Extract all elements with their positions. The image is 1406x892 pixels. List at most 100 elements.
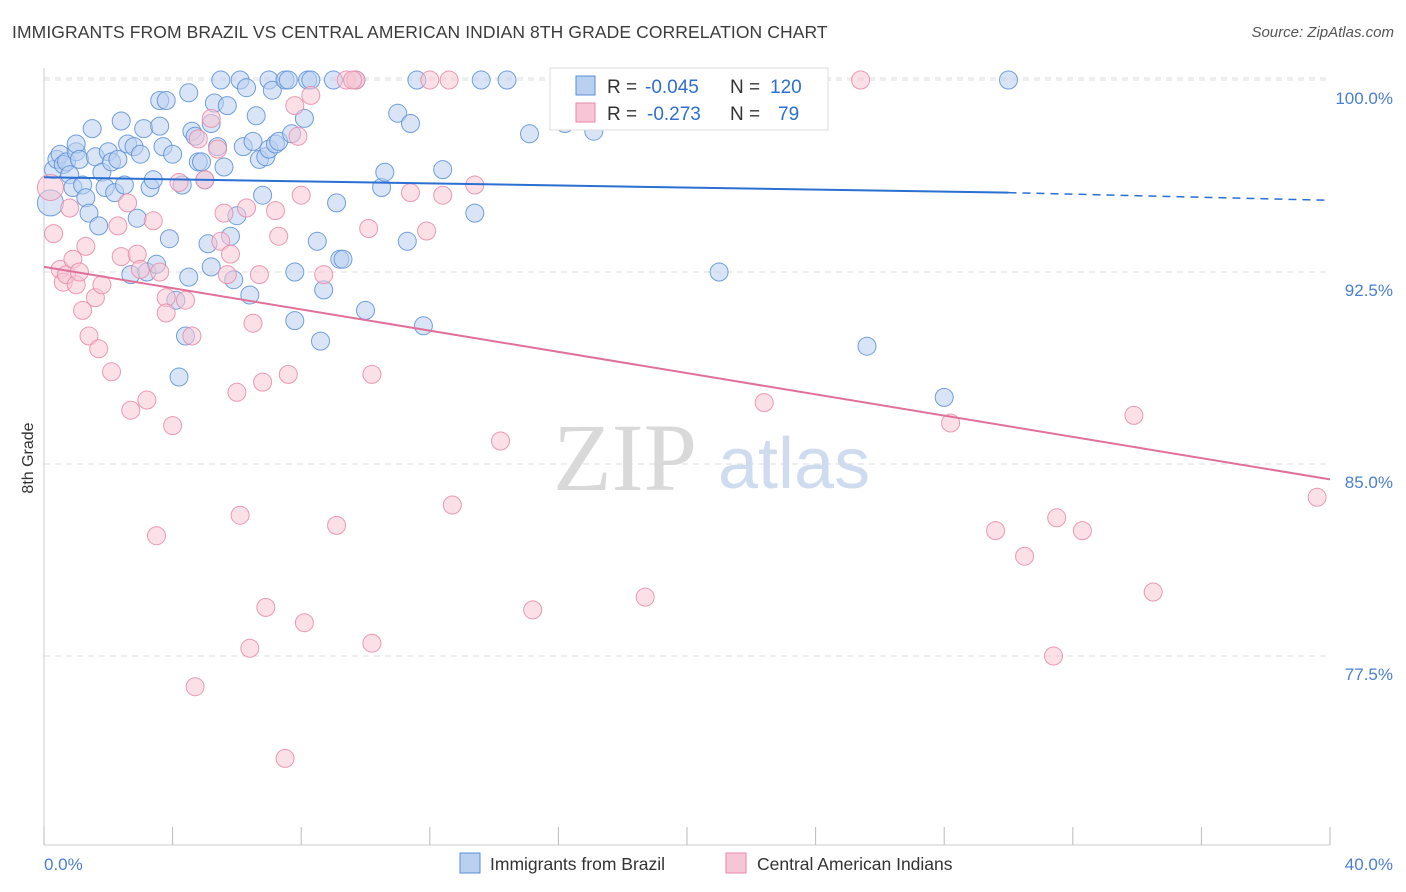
point-central-american [169,172,189,192]
stats-r-label-pink: R = [607,104,637,125]
point-central-american [130,259,150,279]
point-central-american [266,201,285,221]
point-brazil [253,185,273,205]
point-brazil [246,106,266,126]
trend-line-brazil [43,176,1009,194]
x-tick-label-min: 0.0% [44,855,83,874]
point-brazil [82,119,102,139]
point-central-american [275,748,295,768]
point-brazil [433,160,453,180]
point-central-american [417,221,437,241]
point-central-american [36,174,64,201]
point-central-american [442,495,462,515]
point-central-american [401,183,420,203]
point-brazil [89,216,109,236]
point-brazil [497,70,517,90]
point-central-american [439,70,459,90]
point-brazil [127,208,147,228]
source-label: Source: ZipAtlas.com [1251,24,1394,41]
point-brazil [130,144,150,164]
point-central-american [1015,546,1035,566]
point-brazil [156,91,176,110]
point-central-american [491,431,510,451]
legend-swatch-brazil [459,852,481,874]
point-central-american [111,247,131,267]
point-brazil [375,162,395,182]
point-brazil [108,149,128,169]
point-central-american [851,70,871,90]
point-brazil [217,96,237,116]
point-central-american [208,139,228,159]
trend-lines [43,176,1331,481]
point-central-american [359,219,379,238]
point-central-american [269,226,289,246]
point-brazil [520,124,539,144]
stats-n-label-pink: N = [730,104,760,125]
point-brazil [201,257,221,277]
point-brazil [169,367,189,387]
legend: Immigrants from Brazil Central American … [459,852,953,874]
point-brazil [159,229,179,249]
point-brazil [413,316,433,336]
stats-r-value-blue: -0.045 [645,77,699,98]
point-brazil [397,231,417,251]
stats-r-label-blue: R = [607,77,637,98]
watermark-zip: ZIP [553,404,697,511]
point-central-american [754,393,774,413]
point-central-american [217,265,237,285]
stats-n-value-blue: 120 [770,77,802,98]
point-central-american [294,613,314,633]
point-central-american [127,244,147,264]
point-central-american [147,526,166,546]
point-central-american [182,326,202,346]
point-central-american [362,633,382,653]
point-central-american [137,390,157,410]
point-central-american [635,587,655,607]
point-brazil [471,70,491,90]
y-tick-label: 92.5% [1345,281,1393,300]
point-central-american [227,382,247,402]
point-brazil [214,157,234,177]
point-brazil [356,300,375,320]
point-central-american [60,198,80,218]
point-brazil [934,387,954,407]
point-brazil [294,108,314,128]
point-brazil [69,149,89,169]
trend-line-brazil-extension [1008,191,1331,202]
point-central-american [941,413,961,433]
point-central-american [211,231,231,251]
stats-r-value-pink: -0.273 [647,104,701,125]
watermark: ZIP atlas [553,404,870,511]
y-tick-label: 77.5% [1345,665,1393,684]
stats-n-label-blue: N = [730,77,760,98]
point-brazil [333,249,353,269]
point-brazil [211,70,231,90]
point-central-american [73,300,93,320]
point-brazil [372,178,392,197]
point-central-american [1047,508,1067,528]
point-central-american [176,290,195,310]
point-central-american [420,70,440,90]
legend-label-central-american: Central American Indians [757,854,953,874]
y-axis-label: 8th Grade [20,422,37,493]
point-central-american [89,339,109,359]
point-brazil [857,336,877,356]
series-brazil-points [36,70,1018,407]
point-brazil [179,83,199,103]
series-central-american-points [36,70,1327,768]
stats-swatch-blue [575,75,596,96]
point-central-american [143,211,163,231]
point-central-american [1044,646,1063,666]
grid-lines [44,77,1330,657]
point-central-american [253,372,273,392]
point-central-american [79,326,99,346]
point-brazil [79,203,99,223]
legend-label-brazil: Immigrants from Brazil [490,854,665,874]
point-brazil [243,131,263,151]
point-central-american [230,505,250,525]
point-brazil [192,152,211,172]
point-central-american [188,129,208,149]
point-brazil [111,111,131,131]
point-brazil [262,80,282,100]
